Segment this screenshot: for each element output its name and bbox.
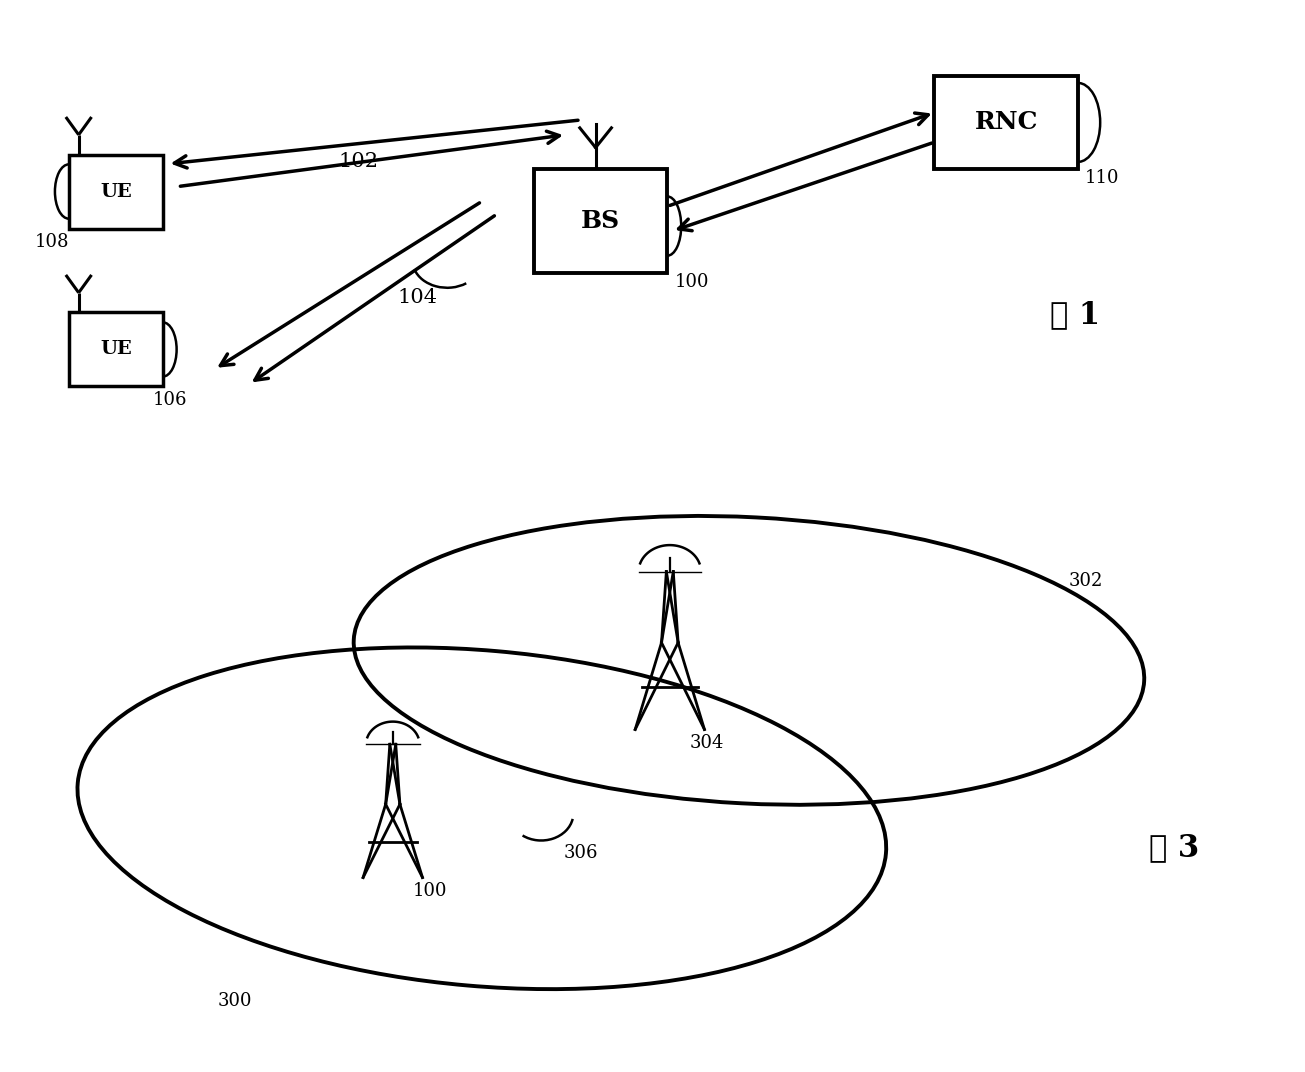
Text: UE: UE (100, 341, 132, 358)
Text: 104: 104 (398, 287, 437, 307)
FancyBboxPatch shape (69, 154, 163, 228)
Text: 300: 300 (217, 992, 252, 1010)
Text: 304: 304 (689, 734, 724, 753)
Text: 108: 108 (34, 234, 69, 252)
Text: 102: 102 (338, 152, 378, 172)
Text: UE: UE (100, 182, 132, 200)
Text: 图 3: 图 3 (1150, 832, 1199, 863)
FancyBboxPatch shape (69, 312, 163, 387)
Text: BS: BS (581, 209, 620, 233)
FancyBboxPatch shape (534, 169, 667, 273)
Text: 106: 106 (153, 391, 188, 410)
Text: 302: 302 (1069, 572, 1103, 591)
Text: 图 1: 图 1 (1051, 299, 1100, 330)
Text: 100: 100 (412, 882, 448, 900)
Text: RNC: RNC (975, 110, 1037, 134)
FancyBboxPatch shape (934, 75, 1078, 169)
Text: 110: 110 (1084, 169, 1120, 188)
Text: 100: 100 (675, 273, 709, 291)
Text: 306: 306 (564, 844, 598, 862)
